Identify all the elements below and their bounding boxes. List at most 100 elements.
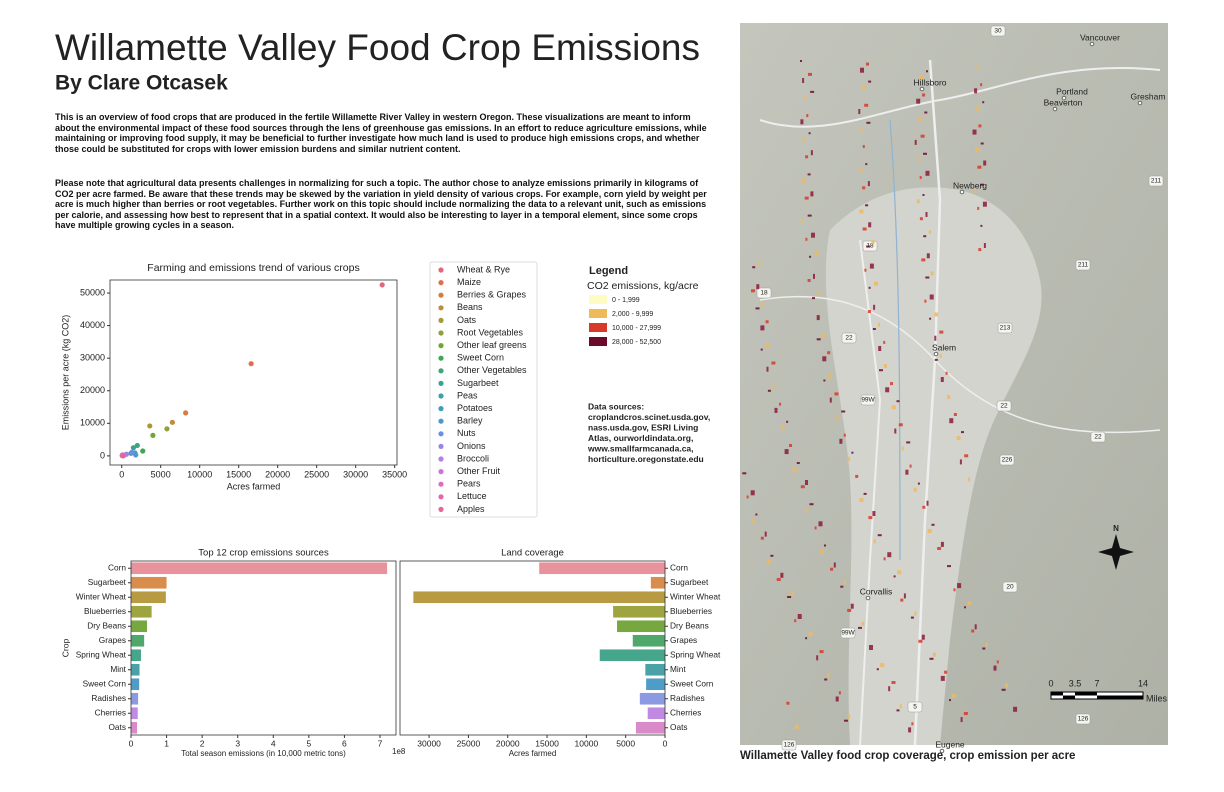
crop-patch (903, 593, 906, 599)
legend-label: Beans (457, 302, 483, 312)
crop-patch (855, 474, 859, 478)
crop-patch (841, 410, 846, 413)
legend-label: Nuts (457, 428, 476, 438)
crop-patch (756, 284, 760, 290)
crop-patch (807, 279, 811, 282)
crop-patch (939, 353, 942, 358)
legend-label: Broccoli (457, 453, 489, 463)
crop-patch (805, 155, 809, 159)
y-tick-label: Cherries (95, 707, 126, 717)
crop-patch (957, 583, 962, 589)
crop-patch (921, 258, 926, 262)
crop-patch (839, 438, 843, 444)
y-axis-label: Crop (60, 639, 70, 658)
crop-patch (878, 322, 880, 327)
crop-patch (792, 467, 797, 472)
crop-patch (953, 413, 957, 416)
place-dot (1052, 106, 1058, 112)
legend-label: Berries & Grapes (457, 290, 527, 300)
crop-patch (917, 482, 920, 485)
bar (131, 620, 148, 633)
legend-label: Wheat & Rye (457, 264, 510, 274)
scale-label: 14 (1138, 678, 1148, 688)
bar (131, 576, 167, 589)
bar (131, 721, 138, 734)
north-label: N (1113, 524, 1119, 533)
place-dot (1061, 95, 1067, 101)
crop-patch (996, 660, 999, 664)
crop-patch (808, 132, 811, 135)
legend-label: Other Fruit (457, 466, 501, 476)
legend-marker (438, 305, 444, 311)
crop-patch (780, 572, 784, 578)
place-dot (939, 748, 945, 754)
crop-patch (859, 168, 863, 173)
point (140, 448, 146, 454)
crop-patch (858, 626, 862, 629)
crop-patch (978, 248, 982, 252)
x-tick-label: 0 (129, 738, 134, 748)
y-tick-label: Oats (670, 722, 688, 732)
place-label: Newberg (953, 180, 987, 190)
crop-patch (774, 407, 778, 413)
crop-patch (868, 222, 872, 228)
x-tick-label: 25000 (457, 738, 481, 748)
crop-patch (820, 549, 824, 554)
road-shield (999, 454, 1015, 466)
road-shield (840, 627, 856, 639)
crop-patch (879, 369, 883, 372)
crop-patch (805, 637, 808, 640)
legend-label: Sweet Corn (457, 353, 504, 363)
crop-patch (751, 518, 755, 523)
x-tick-label: 30000 (343, 469, 368, 479)
point (150, 432, 156, 438)
legend-label: Maize (457, 277, 481, 287)
crop-patch (953, 588, 956, 592)
crop-patch (906, 441, 911, 444)
y-tick-label: Mint (110, 664, 126, 674)
legend-marker (438, 343, 444, 349)
legend-label: 10,000 - 27,999 (612, 325, 661, 332)
source-line: www.smallfarmcanada.ca, (587, 443, 694, 453)
scale-segment (1051, 692, 1063, 696)
crop-patch (952, 693, 957, 698)
road (859, 239, 882, 746)
crop-patch (877, 534, 882, 537)
bar (131, 663, 140, 676)
crop-patch (776, 578, 781, 581)
crop-patch (968, 477, 971, 482)
scale-label: 3.5 (1069, 678, 1082, 688)
crop-patch (813, 273, 815, 279)
source-line: horticulture.oregonstate.edu (588, 454, 704, 464)
place-label: Vancouver (1080, 32, 1120, 42)
crop-patch (913, 487, 917, 492)
crop-patch (1001, 688, 1006, 691)
crop-patch (967, 601, 972, 606)
crop-patch (871, 240, 875, 245)
crop-patch (899, 704, 902, 709)
y-tick-label: Sugarbeet (670, 577, 709, 587)
bar (131, 634, 145, 647)
x-tick-label: 10000 (575, 738, 599, 748)
bar (645, 663, 665, 676)
x-axis-label: Total season emissions (in 10,000 metric… (181, 749, 346, 758)
crop-patch (827, 673, 830, 678)
x-tick-label: 15000 (226, 469, 251, 479)
x-tick-label: 5000 (616, 738, 635, 748)
road-label: 18 (760, 290, 768, 297)
crop-patch (760, 536, 764, 540)
crop-patch (937, 547, 942, 550)
y-tick-label: Spring Wheat (76, 649, 127, 659)
crop-patch (949, 699, 951, 702)
road-shield (907, 701, 923, 713)
river (889, 119, 901, 561)
crop-patch (822, 356, 827, 362)
crop-patch (910, 616, 914, 619)
legend-marker (438, 456, 444, 462)
legend-marker (438, 380, 444, 386)
north-arrow: N (1098, 524, 1134, 570)
legend-marker (438, 418, 444, 424)
place-label: Beaverton (1044, 97, 1083, 107)
y-tick-label: 50000 (80, 287, 105, 297)
crop-patch (801, 178, 806, 183)
